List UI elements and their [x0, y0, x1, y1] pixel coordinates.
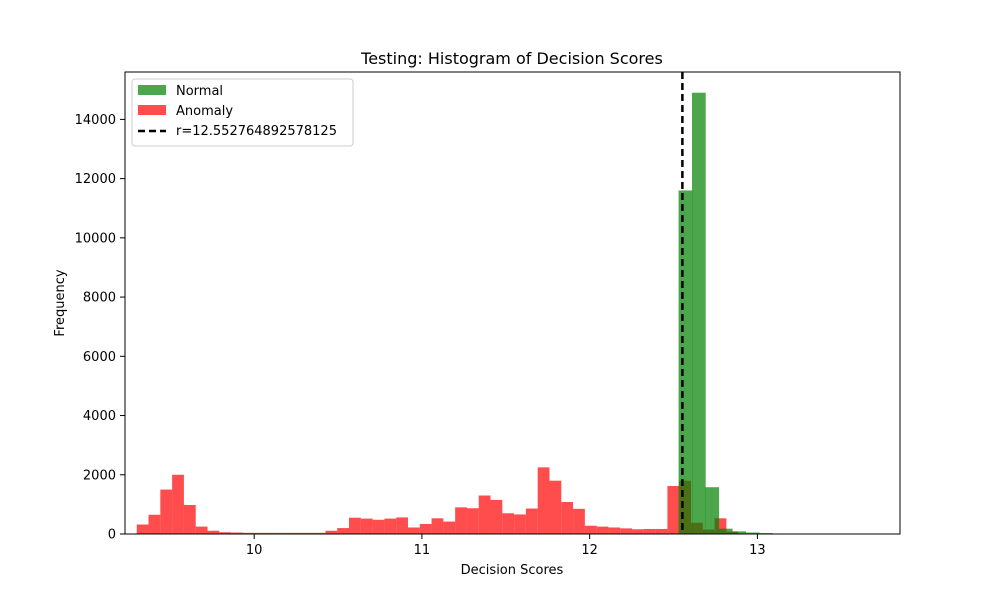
y-tick-label: 8000 — [83, 291, 116, 306]
legend-label-threshold: r=12.552764892578125 — [176, 124, 337, 139]
normal-bar — [691, 92, 706, 534]
y-tick-label: 6000 — [83, 350, 116, 365]
legend-label-normal: Normal — [176, 84, 223, 99]
anomaly-bar — [561, 502, 574, 534]
plot-frame — [124, 71, 901, 535]
anomaly-bar — [608, 527, 621, 534]
normal-bar — [745, 532, 760, 534]
anomaly-bar — [396, 517, 408, 534]
anomaly-bar — [455, 507, 467, 534]
x-tick-label: 10 — [246, 543, 263, 558]
anomaly-bar — [502, 513, 515, 534]
anomaly-bar — [549, 480, 562, 534]
anomaly-bar — [207, 530, 220, 534]
anomaly-bar — [537, 467, 550, 534]
plot-area-background — [125, 72, 900, 534]
normal-bar — [705, 487, 720, 534]
anomaly-bar — [431, 518, 444, 534]
legend: Normal Anomaly r=12.552764892578125 — [131, 78, 354, 147]
y-tick-label: 4000 — [83, 409, 116, 424]
anomaly-bar — [325, 530, 338, 534]
anomaly-bar — [514, 514, 526, 534]
anomaly-bar — [714, 518, 727, 534]
anomaly-bar — [278, 532, 291, 534]
anomaly-bar — [313, 532, 326, 534]
anomaly-bar — [148, 514, 161, 534]
anomaly-bar — [466, 508, 479, 534]
anomaly-bar — [525, 508, 538, 534]
anomaly-bar — [573, 508, 585, 534]
anomaly-series — [136, 467, 739, 534]
anomaly-bar — [490, 499, 503, 534]
anomaly-bar — [337, 528, 350, 534]
anomaly-bar — [584, 525, 597, 534]
normal-bar — [718, 528, 733, 534]
x-tick-label: 11 — [414, 543, 431, 558]
anomaly-bar — [254, 532, 267, 534]
legend-label-anomaly: Anomaly — [176, 104, 233, 119]
y-tick-label: 10000 — [75, 231, 116, 246]
anomaly-bar — [160, 489, 173, 534]
anomaly-bar — [266, 532, 279, 534]
y-axis-label: Frequency — [53, 269, 68, 336]
anomaly-bar — [242, 532, 255, 534]
anomaly-bar — [443, 521, 456, 534]
anomaly-bar — [632, 529, 644, 534]
x-tick-label: 12 — [581, 543, 598, 558]
anomaly-bar — [183, 504, 196, 534]
anomaly-bar — [667, 486, 680, 534]
y-tick-label: 12000 — [75, 172, 116, 187]
anomaly-bar — [419, 523, 432, 534]
anomaly-bar — [478, 495, 491, 534]
normal-bar — [732, 531, 746, 534]
anomaly-bar — [360, 518, 373, 534]
chart-title: Testing: Histogram of Decision Scores — [360, 49, 663, 68]
anomaly-bar — [301, 532, 314, 534]
y-tick-label: 14000 — [75, 113, 116, 128]
anomaly-bar — [172, 474, 184, 534]
legend-swatch-anomaly — [138, 105, 166, 115]
anomaly-bar — [349, 517, 361, 534]
anomaly-bar — [290, 532, 302, 534]
anomaly-bar — [384, 518, 397, 534]
x-axis-label: Decision Scores — [461, 563, 564, 578]
x-tick-label: 13 — [749, 543, 766, 558]
anomaly-bar — [372, 519, 385, 534]
y-tick-label: 0 — [108, 528, 116, 543]
anomaly-bar — [195, 526, 208, 534]
anomaly-bar — [596, 526, 609, 534]
anomaly-bar — [655, 528, 668, 534]
anomaly-bar — [643, 528, 656, 534]
anomaly-bar — [407, 527, 420, 534]
anomaly-bar — [231, 532, 243, 534]
anomaly-bar — [219, 532, 232, 534]
legend-swatch-normal — [138, 85, 166, 95]
x-axis: 10 11 12 13 — [246, 534, 766, 558]
anomaly-bar — [620, 528, 633, 534]
normal-bar — [678, 190, 693, 534]
legend-box — [131, 78, 354, 147]
y-tick-label: 2000 — [83, 468, 116, 483]
anomaly-bar — [136, 524, 149, 534]
y-axis: 0 2000 4000 6000 8000 10000 12000 14000 — [75, 113, 125, 543]
